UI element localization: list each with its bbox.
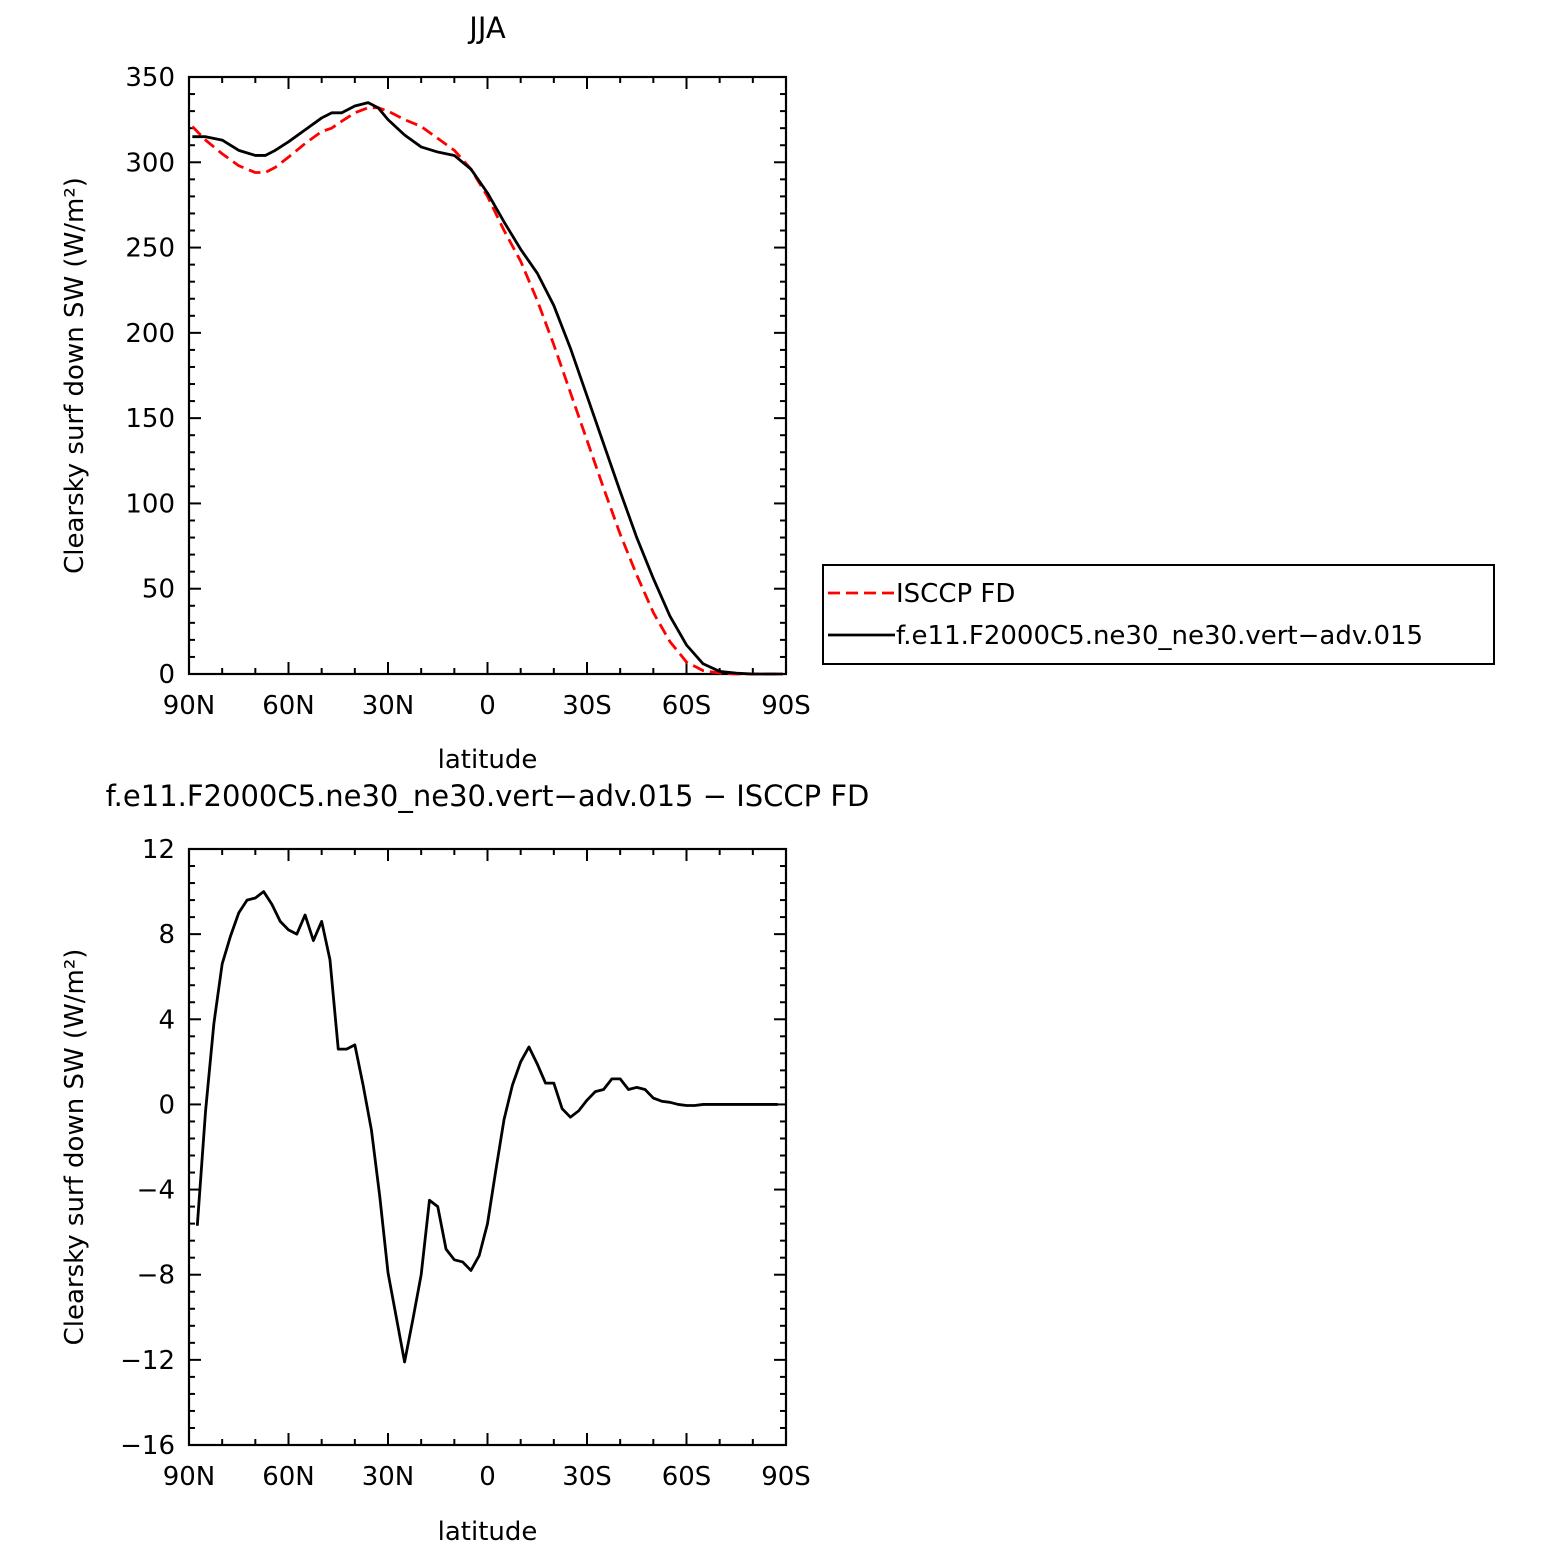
y-tick-label: 50 — [142, 575, 175, 605]
legend-box — [822, 564, 1495, 665]
chart-title: f.e11.F2000C5.ne30_ne30.vert−adv.015 − I… — [106, 779, 870, 813]
y-tick-label: 100 — [125, 489, 175, 519]
series-line-0 — [195, 890, 778, 1364]
y-tick-label: 300 — [125, 148, 175, 178]
legend-label: ISCCP FD — [896, 579, 1015, 609]
y-tick-label: 12 — [142, 835, 175, 865]
y-tick-label: 0 — [158, 1090, 175, 1120]
y-tick-label: 200 — [125, 319, 175, 349]
x-tick-label: 60S — [662, 691, 712, 721]
series-line-0 — [191, 106, 783, 676]
chart-title: JJA — [467, 11, 506, 45]
x-tick-label: 60N — [262, 1462, 315, 1492]
y-tick-label: 0 — [158, 660, 175, 690]
top-chart-panel: 90N 60N 30N 0 30S 60S 90S 0 50 100 150 200 250 300 350… — [60, 11, 811, 775]
y-tick-label: 4 — [158, 1005, 175, 1035]
y-tick-label: 150 — [125, 404, 175, 434]
bottom-chart-panel: 90N 60N 30N 0 30S 60S 90S −16 −12 −8 −4 0 4 8 12 f.e11.… — [60, 779, 869, 1547]
x-tick-label: 30S — [562, 691, 612, 721]
x-tick-label: 60S — [662, 1462, 712, 1492]
y-axis-label: Clearsky surf down SW (W/m²) — [60, 949, 90, 1346]
x-tick-label: 30N — [362, 691, 415, 721]
x-tick-label: 90N — [163, 691, 216, 721]
x-tick-label: 60N — [262, 691, 315, 721]
y-axis-label: Clearsky surf down SW (W/m²) — [60, 177, 90, 574]
x-axis-label: latitude — [438, 745, 538, 775]
y-tick-label: 8 — [158, 920, 175, 950]
x-tick-label: 0 — [479, 691, 496, 721]
legend-label: f.e11.F2000C5.ne30_ne30.vert−adv.015 — [896, 621, 1423, 651]
y-tick-label: −16 — [120, 1431, 175, 1461]
x-tick-label: 90N — [163, 1462, 216, 1492]
chart-legend: ISCCP FD f.e11.F2000C5.ne30_ne30.vert−adv… — [822, 564, 1495, 665]
y-tick-label: −8 — [137, 1261, 175, 1291]
x-tick-label: 0 — [479, 1462, 496, 1492]
y-tick-label: −4 — [137, 1176, 175, 1206]
plot-frame — [187, 847, 788, 1447]
x-axis-label: latitude — [438, 1517, 538, 1547]
x-tick-label: 30S — [562, 1462, 612, 1492]
plot-frame — [187, 75, 788, 676]
y-tick-label: 250 — [125, 234, 175, 264]
x-tick-label: 90S — [761, 1462, 811, 1492]
x-tick-label: 30N — [362, 1462, 415, 1492]
y-tick-label: 350 — [125, 63, 175, 93]
x-tick-label: 90S — [761, 691, 811, 721]
series-line-1 — [192, 101, 783, 676]
y-tick-label: −12 — [120, 1346, 175, 1376]
